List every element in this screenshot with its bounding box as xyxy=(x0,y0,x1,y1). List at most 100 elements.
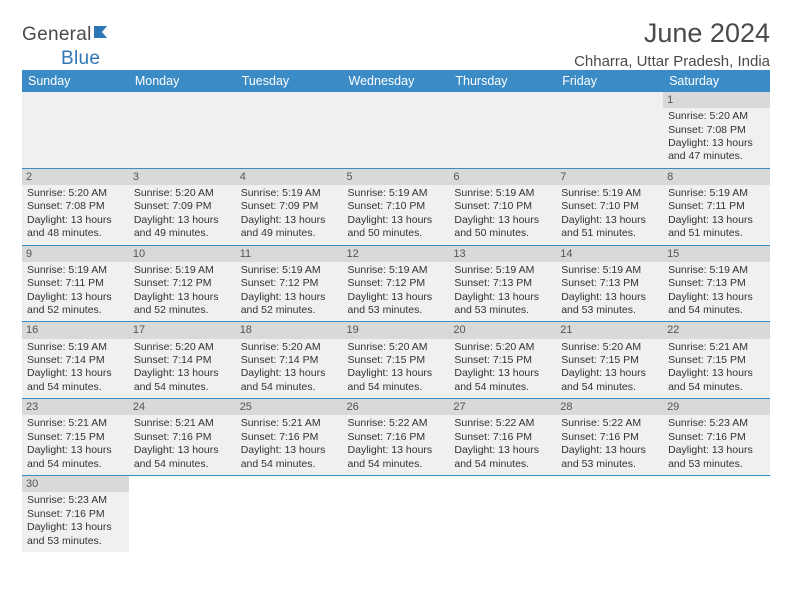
daylight-text: Daylight: 13 hours and 51 minutes. xyxy=(668,214,765,241)
calendar-day-cell xyxy=(343,92,450,168)
daylight-text: Daylight: 13 hours and 54 minutes. xyxy=(134,444,231,471)
sunset-text: Sunset: 7:12 PM xyxy=(348,277,445,290)
calendar-day-cell: 10Sunrise: 5:19 AMSunset: 7:12 PMDayligh… xyxy=(129,245,236,322)
day-number: 4 xyxy=(236,169,343,185)
weekday-header: Sunday xyxy=(22,70,129,92)
calendar-day-cell xyxy=(663,476,770,552)
sunset-text: Sunset: 7:15 PM xyxy=(668,354,765,367)
daylight-text: Daylight: 13 hours and 54 minutes. xyxy=(241,444,338,471)
daylight-text: Daylight: 13 hours and 54 minutes. xyxy=(561,367,658,394)
sunset-text: Sunset: 7:10 PM xyxy=(561,200,658,213)
day-number: 10 xyxy=(129,246,236,262)
calendar-week-row: 16Sunrise: 5:19 AMSunset: 7:14 PMDayligh… xyxy=(22,322,770,399)
day-number: 9 xyxy=(22,246,129,262)
day-info: Sunrise: 5:21 AMSunset: 7:16 PMDaylight:… xyxy=(133,417,232,471)
daylight-text: Daylight: 13 hours and 50 minutes. xyxy=(348,214,445,241)
weekday-header: Thursday xyxy=(449,70,556,92)
calendar-day-cell: 5 Sunrise: 5:19 AMSunset: 7:10 PMDaylight… xyxy=(343,168,450,245)
day-info: Sunrise: 5:19 AMSunset: 7:13 PMDaylight:… xyxy=(560,264,659,318)
logo-text-general: General xyxy=(22,24,92,46)
sunset-text: Sunset: 7:11 PM xyxy=(27,277,124,290)
sunrise-text: Sunrise: 5:20 AM xyxy=(454,341,551,354)
day-info: Sunrise: 5:19 AMSunset: 7:09 PMDaylight:… xyxy=(240,187,339,241)
calendar-table: Sunday Monday Tuesday Wednesday Thursday… xyxy=(22,70,770,552)
calendar-day-cell: 20Sunrise: 5:20 AMSunset: 7:15 PMDayligh… xyxy=(449,322,556,399)
calendar-day-cell: 28Sunrise: 5:22 AMSunset: 7:16 PMDayligh… xyxy=(556,399,663,476)
daylight-text: Daylight: 13 hours and 53 minutes. xyxy=(348,291,445,318)
calendar-day-cell: 16Sunrise: 5:19 AMSunset: 7:14 PMDayligh… xyxy=(22,322,129,399)
sunset-text: Sunset: 7:13 PM xyxy=(561,277,658,290)
sunset-text: Sunset: 7:14 PM xyxy=(27,354,124,367)
day-info: Sunrise: 5:19 AMSunset: 7:12 PMDaylight:… xyxy=(347,264,446,318)
day-number: 15 xyxy=(663,246,770,262)
sunrise-text: Sunrise: 5:19 AM xyxy=(561,187,658,200)
day-info: Sunrise: 5:19 AMSunset: 7:11 PMDaylight:… xyxy=(667,187,766,241)
day-info: Sunrise: 5:19 AMSunset: 7:13 PMDaylight:… xyxy=(667,264,766,318)
day-number: 25 xyxy=(236,399,343,415)
calendar-day-cell: 9Sunrise: 5:19 AMSunset: 7:11 PMDaylight… xyxy=(22,245,129,322)
day-number: 22 xyxy=(663,322,770,338)
day-number: 8 xyxy=(663,169,770,185)
sunset-text: Sunset: 7:15 PM xyxy=(561,354,658,367)
sunrise-text: Sunrise: 5:19 AM xyxy=(561,264,658,277)
sunrise-text: Sunrise: 5:19 AM xyxy=(134,264,231,277)
sunset-text: Sunset: 7:14 PM xyxy=(134,354,231,367)
daylight-text: Daylight: 13 hours and 53 minutes. xyxy=(454,291,551,318)
calendar-day-cell xyxy=(343,476,450,552)
sunrise-text: Sunrise: 5:20 AM xyxy=(27,187,124,200)
day-number: 13 xyxy=(449,246,556,262)
weekday-header: Saturday xyxy=(663,70,770,92)
calendar-body: 1Sunrise: 5:20 AMSunset: 7:08 PMDaylight… xyxy=(22,92,770,552)
sunrise-text: Sunrise: 5:23 AM xyxy=(668,417,765,430)
calendar-day-cell xyxy=(236,476,343,552)
daylight-text: Daylight: 13 hours and 50 minutes. xyxy=(454,214,551,241)
day-number: 5 xyxy=(343,169,450,185)
day-info: Sunrise: 5:22 AMSunset: 7:16 PMDaylight:… xyxy=(347,417,446,471)
calendar-day-cell xyxy=(22,92,129,168)
day-info: Sunrise: 5:20 AMSunset: 7:14 PMDaylight:… xyxy=(240,341,339,395)
day-info: Sunrise: 5:20 AMSunset: 7:15 PMDaylight:… xyxy=(347,341,446,395)
daylight-text: Daylight: 13 hours and 54 minutes. xyxy=(668,291,765,318)
day-number: 26 xyxy=(343,399,450,415)
sunrise-text: Sunrise: 5:19 AM xyxy=(27,264,124,277)
sunrise-text: Sunrise: 5:20 AM xyxy=(241,341,338,354)
weekday-header: Friday xyxy=(556,70,663,92)
calendar-day-cell xyxy=(129,476,236,552)
calendar-day-cell: 14 Sunrise: 5:19 AMSunset: 7:13 PMDayligh… xyxy=(556,245,663,322)
calendar-day-cell: 25Sunrise: 5:21 AMSunset: 7:16 PMDayligh… xyxy=(236,399,343,476)
sunrise-text: Sunrise: 5:21 AM xyxy=(241,417,338,430)
sunset-text: Sunset: 7:15 PM xyxy=(454,354,551,367)
day-info: Sunrise: 5:20 AMSunset: 7:08 PMDaylight:… xyxy=(667,110,766,164)
calendar-day-cell: 19Sunrise: 5:20 AMSunset: 7:15 PMDayligh… xyxy=(343,322,450,399)
calendar-day-cell: 1Sunrise: 5:20 AMSunset: 7:08 PMDaylight… xyxy=(663,92,770,168)
calendar-day-cell: 6Sunrise: 5:19 AMSunset: 7:10 PMDaylight… xyxy=(449,168,556,245)
daylight-text: Daylight: 13 hours and 53 minutes. xyxy=(561,444,658,471)
day-number: 14 xyxy=(556,246,663,262)
calendar-week-row: 1Sunrise: 5:20 AMSunset: 7:08 PMDaylight… xyxy=(22,92,770,168)
day-number: 17 xyxy=(129,322,236,338)
sunset-text: Sunset: 7:16 PM xyxy=(27,508,124,521)
daylight-text: Daylight: 13 hours and 53 minutes. xyxy=(561,291,658,318)
daylight-text: Daylight: 13 hours and 54 minutes. xyxy=(134,367,231,394)
day-number: 16 xyxy=(22,322,129,338)
sunset-text: Sunset: 7:15 PM xyxy=(27,431,124,444)
sunset-text: Sunset: 7:13 PM xyxy=(454,277,551,290)
calendar-day-cell: 13Sunrise: 5:19 AMSunset: 7:13 PMDayligh… xyxy=(449,245,556,322)
page-title: June 2024 xyxy=(574,18,770,49)
sunset-text: Sunset: 7:16 PM xyxy=(561,431,658,444)
weekday-header: Tuesday xyxy=(236,70,343,92)
day-number: 21 xyxy=(556,322,663,338)
daylight-text: Daylight: 13 hours and 54 minutes. xyxy=(454,444,551,471)
day-info: Sunrise: 5:19 AMSunset: 7:10 PMDaylight:… xyxy=(347,187,446,241)
calendar-day-cell: 3Sunrise: 5:20 AMSunset: 7:09 PMDaylight… xyxy=(129,168,236,245)
calendar-day-cell: 2Sunrise: 5:20 AMSunset: 7:08 PMDaylight… xyxy=(22,168,129,245)
daylight-text: Daylight: 13 hours and 48 minutes. xyxy=(27,214,124,241)
sunset-text: Sunset: 7:16 PM xyxy=(348,431,445,444)
calendar-day-cell: 24Sunrise: 5:21 AMSunset: 7:16 PMDayligh… xyxy=(129,399,236,476)
sunrise-text: Sunrise: 5:22 AM xyxy=(561,417,658,430)
sunrise-text: Sunrise: 5:19 AM xyxy=(241,264,338,277)
calendar-day-cell xyxy=(449,92,556,168)
sunrise-text: Sunrise: 5:20 AM xyxy=(561,341,658,354)
calendar-day-cell: 8 Sunrise: 5:19 AMSunset: 7:11 PMDaylight… xyxy=(663,168,770,245)
sunrise-text: Sunrise: 5:20 AM xyxy=(134,341,231,354)
